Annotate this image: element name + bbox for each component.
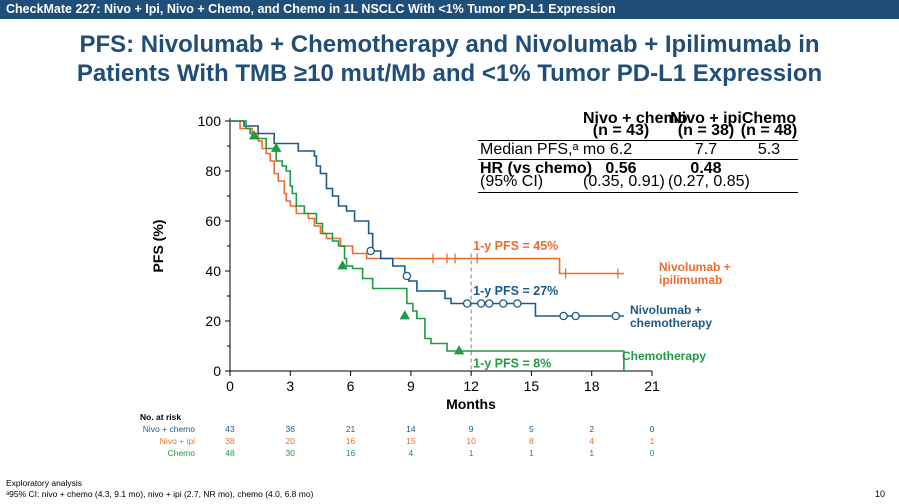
- nivo_chemo-censor-mark: [484, 299, 494, 308]
- nivo_chemo-censor-mark: [611, 311, 621, 321]
- nivo_chemo-censor-mark: [559, 311, 568, 321]
- footnote-1: Exploratory analysis: [6, 478, 83, 488]
- page-number: 10: [874, 489, 885, 499]
- risk-cell: 4: [408, 448, 414, 458]
- x-axis-label: Months: [446, 396, 496, 412]
- nivo_ipi-end-label: Nivolumab +: [659, 260, 731, 274]
- x-tick-label: 18: [584, 378, 600, 394]
- y-tick-label: 60: [205, 213, 221, 229]
- risk-title: No. at risk: [140, 412, 182, 422]
- col-chemo-name: Chemo: [741, 110, 797, 127]
- hr-nivo-ipi: 0.48: [690, 160, 722, 177]
- x-tick-label: 0: [226, 378, 234, 394]
- x-tick-label: 21: [644, 378, 660, 394]
- risk-row-label: Chemo: [167, 448, 195, 458]
- nivo_ipi-annotation: 1-y PFS = 45%: [473, 239, 558, 253]
- chemo-censor-mark: [248, 130, 260, 140]
- nivo_chemo-censor-mark: [499, 299, 508, 308]
- col-nivo-chemo-n: (n = 43): [592, 122, 650, 139]
- chemo-end-label: Chemotherapy: [622, 349, 706, 363]
- page-title: PFS: Nivolumab + Chemotherapy and Nivolu…: [0, 30, 899, 88]
- nivo_chemo-censor-mark: [513, 299, 522, 308]
- risk-cell: 2: [589, 424, 595, 434]
- col-chemo: Chemo (n = 48): [738, 110, 800, 139]
- col-nivo-ipi-n: (n = 38): [677, 122, 735, 139]
- risk-cell: 38: [225, 436, 235, 446]
- col-nivo-chemo: Nivo + chemo (n = 43): [583, 111, 687, 139]
- median-pfs-nivo-ipi: 7.7: [694, 141, 718, 158]
- risk-cell: 36: [285, 424, 296, 434]
- nivo_chemo-censor-mark: [402, 271, 412, 281]
- col-nivo-ipi-name: Nivo + ipi: [670, 110, 742, 127]
- chemo-censor-mark: [399, 310, 411, 320]
- nivo_chemo-censor-mark: [476, 299, 486, 308]
- title-line-2: Patients With TMB ≥10 mut/Mb and <1% Tum…: [76, 60, 823, 87]
- banner: CheckMate 227: Nivo + Ipi, Nivo + Chemo,…: [0, 0, 899, 19]
- nivo_chemo-end-label: Nivolumab +: [630, 303, 702, 317]
- risk-cell: 5: [529, 424, 534, 434]
- y-tick-label: 0: [213, 363, 221, 379]
- risk-cell: 1: [649, 436, 655, 446]
- hr-ci-label: (95% CI): [480, 173, 544, 190]
- nivo_chemo-censor-mark: [571, 311, 580, 321]
- chemo-annotation: 1-y PFS = 8%: [473, 357, 551, 371]
- risk-cell: 10: [466, 436, 476, 446]
- nivo_chemo-annotation: 1-y PFS = 27%: [473, 284, 558, 298]
- y-tick-label: 20: [205, 313, 221, 329]
- risk-cell: 1: [468, 448, 474, 458]
- nivo_chemo-censor-mark: [366, 246, 375, 256]
- table-rule-1: [478, 140, 798, 141]
- risk-cell: 8: [529, 436, 534, 446]
- nivo_chemo-end-label: chemotherapy: [630, 316, 712, 330]
- nivo_chemo-censor-mark: [462, 299, 472, 308]
- footnote-2: ᵃ95% CI: nivo + chemo (4.3, 9.1 mo), niv…: [6, 489, 314, 499]
- y-axis-label: PFS (%): [150, 220, 166, 273]
- col-nivo-ipi: Nivo + ipi (n = 38): [668, 110, 744, 139]
- risk-cell: 15: [406, 436, 416, 446]
- title-line-1: PFS: Nivolumab + Chemotherapy and Nivolu…: [79, 31, 820, 58]
- x-tick-label: 15: [524, 378, 540, 394]
- risk-row-label: Nivo + chemo: [142, 424, 195, 434]
- median-pfs-nivo-chemo: 6.2: [609, 141, 633, 158]
- x-tick-label: 9: [407, 378, 415, 394]
- hr-ci-nivo-chemo: (0.35, 0.91): [583, 173, 665, 190]
- x-tick-label: 3: [286, 378, 294, 394]
- risk-cell: 1: [589, 448, 595, 458]
- risk-cell: 43: [225, 424, 235, 434]
- y-tick-label: 40: [205, 263, 221, 279]
- risk-cell: 20: [285, 436, 296, 446]
- risk-cell: 9: [468, 424, 474, 434]
- y-tick-label: 80: [205, 163, 221, 179]
- risk-cell: 30: [285, 448, 296, 458]
- x-tick-label: 6: [347, 378, 355, 394]
- col-chemo-n: (n = 48): [740, 122, 798, 139]
- risk-cell: 1: [529, 448, 534, 458]
- risk-cell: 14: [406, 424, 416, 434]
- y-tick-label: 100: [198, 113, 222, 129]
- risk-cell: 16: [345, 448, 356, 458]
- chemo-censor-mark: [271, 142, 282, 152]
- risk-cell: 21: [345, 424, 356, 434]
- table-rule-2: [478, 159, 798, 160]
- table-rule-3: [478, 192, 798, 193]
- risk-cell: 16: [345, 436, 356, 446]
- risk-cell: 48: [225, 448, 235, 458]
- hr-ci-nivo-ipi: (0.27, 0.85): [668, 173, 750, 190]
- risk-cell: 0: [649, 448, 655, 458]
- chemo-censor-mark: [453, 345, 465, 355]
- chemo-censor-mark: [337, 260, 348, 270]
- risk-row-label: Nivo + ipi: [159, 436, 195, 446]
- median-pfs-chemo: 5.3: [757, 141, 781, 158]
- x-tick-label: 12: [463, 378, 479, 394]
- nivo_ipi-end-label: ipilimumab: [659, 273, 722, 287]
- risk-cell: 0: [649, 424, 655, 434]
- risk-cell: 4: [589, 436, 595, 446]
